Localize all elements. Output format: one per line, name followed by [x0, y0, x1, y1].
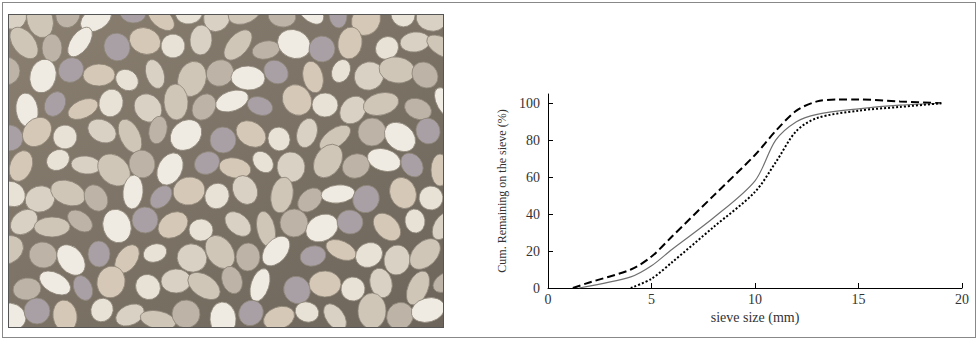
svg-text:60: 60: [526, 170, 540, 185]
svg-text:sieve size (mm): sieve size (mm): [711, 310, 800, 326]
svg-text:15: 15: [852, 292, 866, 307]
svg-text:0: 0: [545, 292, 552, 307]
svg-text:20: 20: [955, 292, 969, 307]
svg-text:5: 5: [648, 292, 655, 307]
svg-text:100: 100: [519, 96, 540, 111]
svg-text:20: 20: [526, 244, 540, 259]
svg-text:80: 80: [526, 133, 540, 148]
svg-text:Cum. Remaining on the sieve (%: Cum. Remaining on the sieve (%): [495, 109, 509, 272]
svg-text:10: 10: [748, 292, 762, 307]
svg-text:0: 0: [533, 281, 540, 296]
svg-text:40: 40: [526, 207, 540, 222]
